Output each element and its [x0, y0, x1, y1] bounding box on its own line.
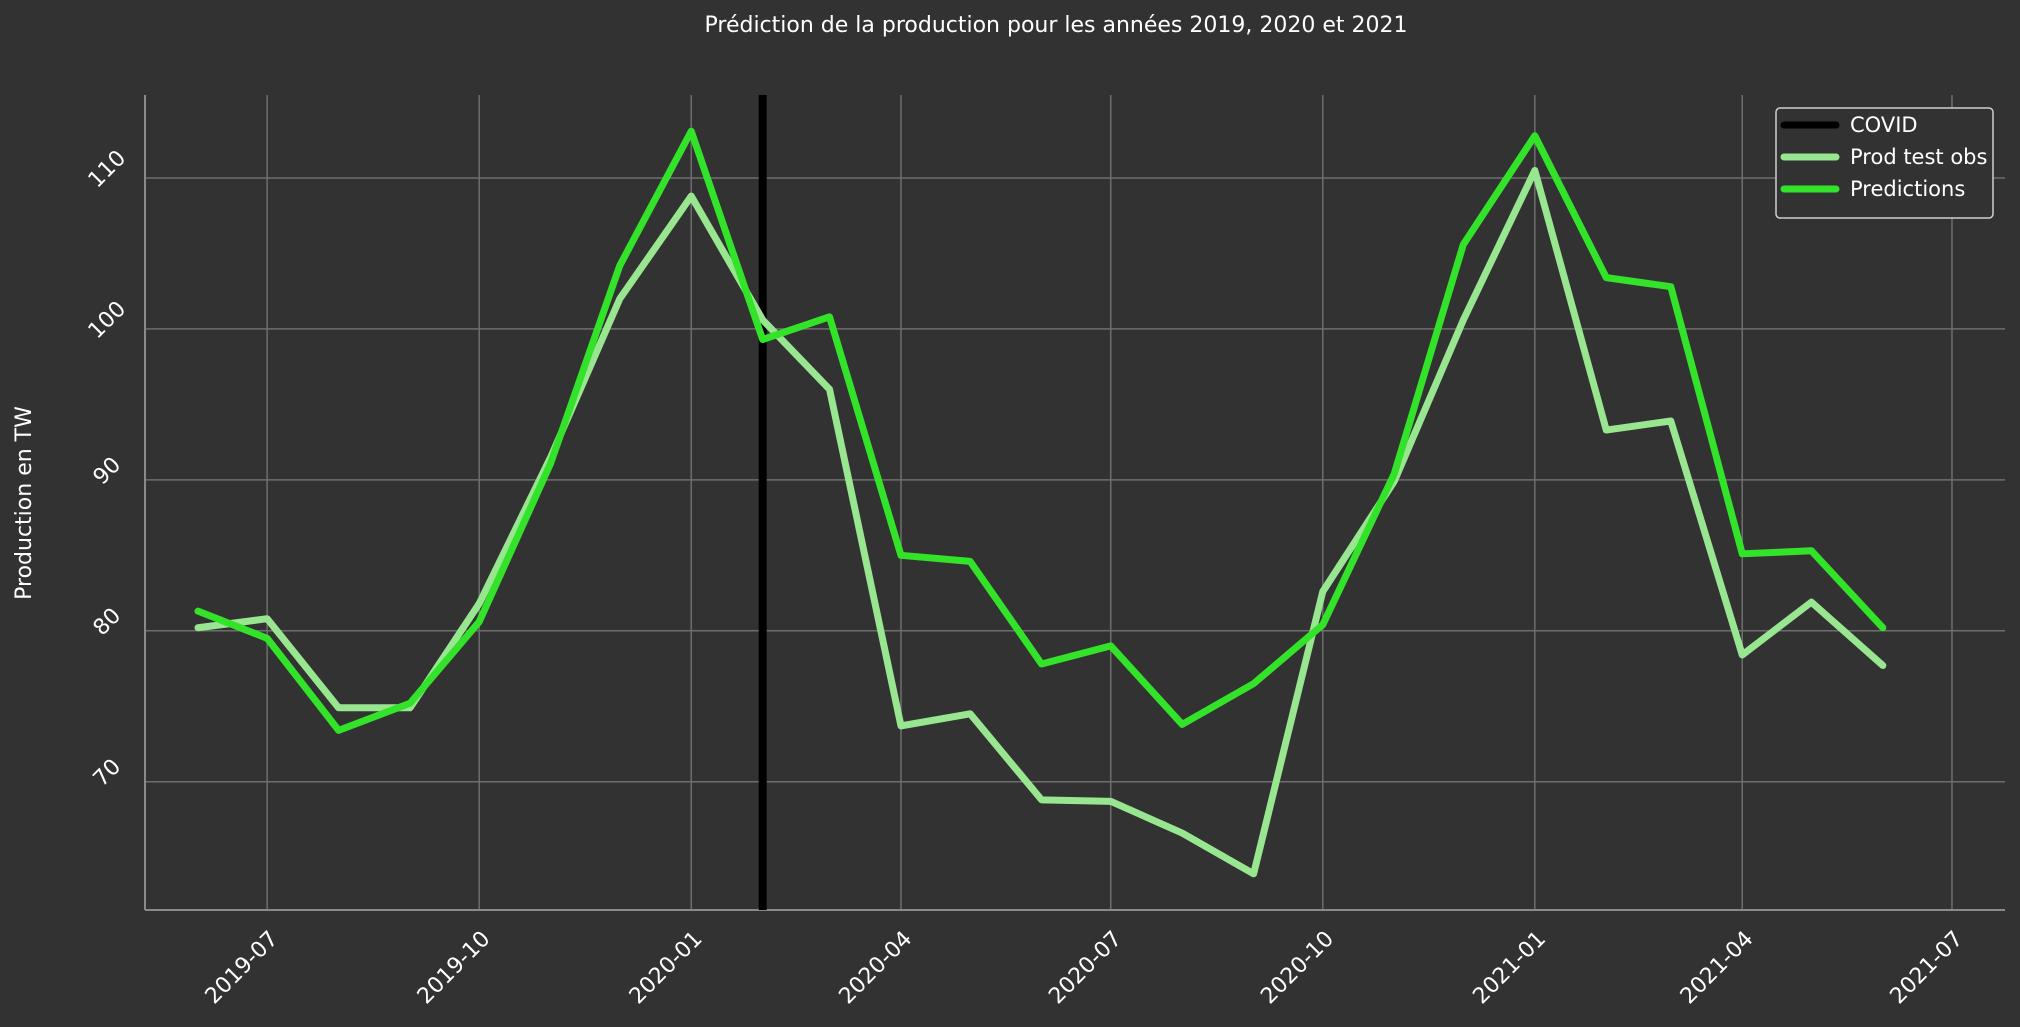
legend-label: Prod test obs: [1850, 145, 1987, 169]
plot-area: [194, 95, 1887, 910]
y-tick-label: 90: [89, 453, 126, 490]
legend-label: COVID: [1850, 113, 1918, 137]
legend-label: Predictions: [1850, 177, 1965, 201]
x-tick-label: 2021-04: [1676, 927, 1759, 1010]
chart-title: Prédiction de la production pour les ann…: [705, 13, 1408, 38]
x-tick-label: 2020-10: [1256, 927, 1339, 1010]
series-line-predictions: [194, 127, 1887, 734]
grid: [144, 95, 2005, 911]
x-tick-label: 2021-01: [1468, 927, 1551, 1010]
x-tick-label: 2020-04: [835, 927, 918, 1010]
x-tick-label: 2019-07: [201, 927, 284, 1010]
series-line-prod-test-obs: [194, 166, 1887, 878]
legend: COVID Prod test obs Predictions: [1775, 107, 1994, 219]
y-tick-label: 110: [84, 146, 131, 193]
y-tick-label: 100: [84, 297, 131, 344]
x-tick-labels: 2019-07 2019-10 2020-01 2020-04 2020-07 2020-…: [201, 927, 1969, 1010]
x-tick-label: 2020-01: [625, 927, 708, 1010]
y-tick-label: 70: [89, 754, 126, 791]
y-tick-labels: 70 80 90 100 110: [84, 146, 131, 792]
y-tick-label: 80: [89, 603, 126, 640]
y-axis-label: Production en TW: [12, 406, 37, 600]
x-tick-label: 2020-07: [1044, 927, 1127, 1010]
x-tick-label: 2019-10: [413, 927, 496, 1010]
x-tick-label: 2021-07: [1886, 927, 1969, 1010]
